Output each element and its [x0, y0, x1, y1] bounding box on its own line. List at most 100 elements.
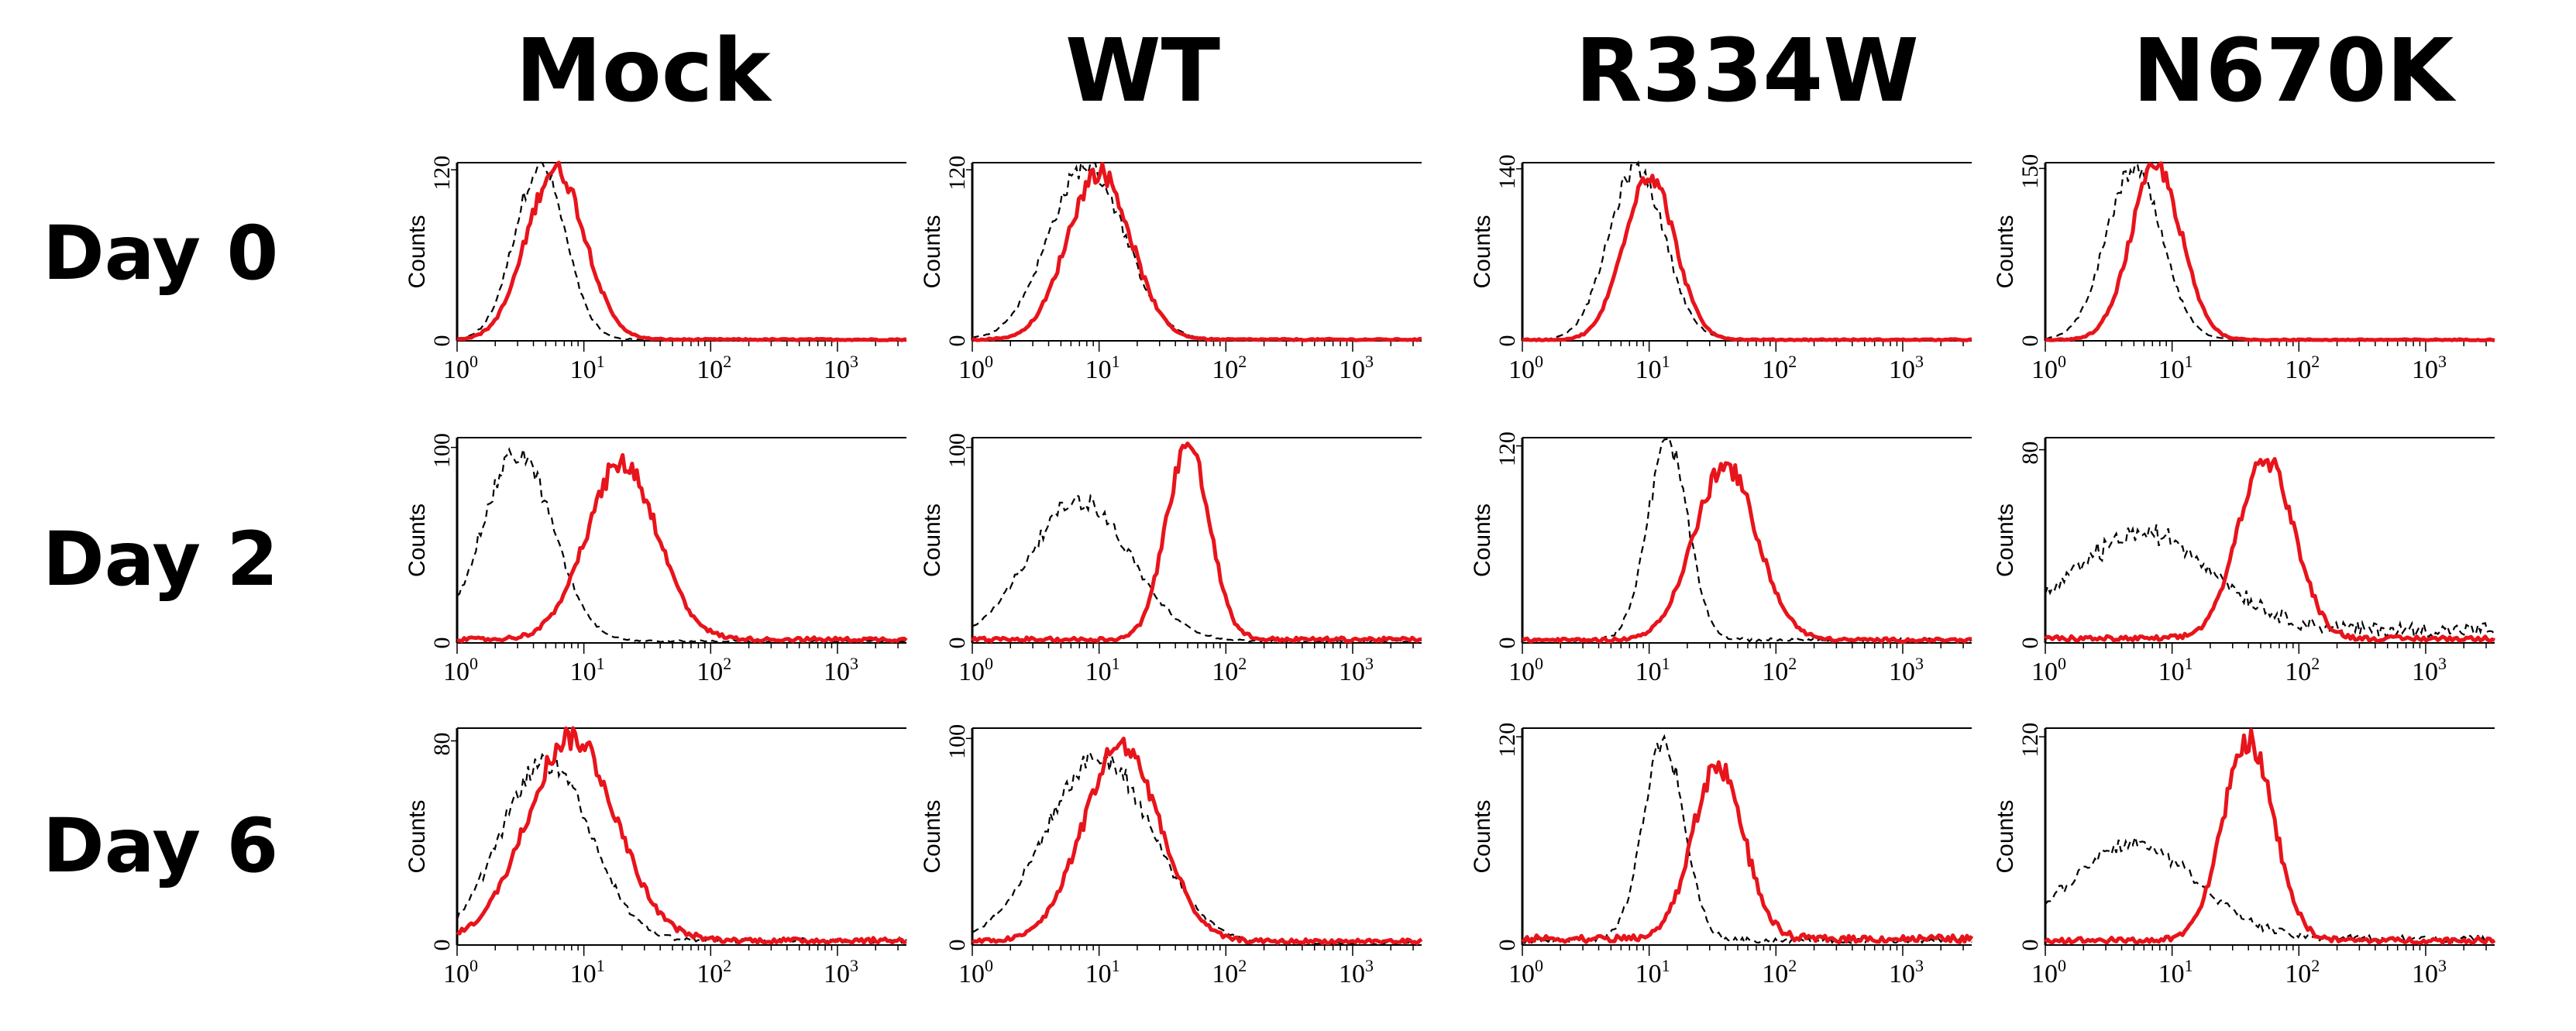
treated-histogram-line [456, 160, 907, 342]
y-tick-label-top: 120 [2017, 723, 2043, 758]
control-histogram-line [1522, 436, 1972, 643]
x-tick-exponent: 2 [1788, 956, 1797, 975]
x-tick-exponent: 1 [1112, 654, 1120, 673]
x-tick-exponent: 0 [1535, 654, 1543, 673]
x-tick-label: 103 [1339, 654, 1374, 686]
row-title-day-6: Day 6 [43, 802, 278, 889]
y-tick-label-top: 150 [2017, 154, 2043, 189]
x-tick-label: 101 [1635, 654, 1670, 686]
x-tick-exponent: 0 [469, 352, 478, 371]
y-axis-label: Counts [1993, 215, 2018, 288]
y-tick-label-zero: 0 [944, 940, 970, 951]
x-tick-label: 102 [696, 352, 731, 384]
x-tick-exponent: 3 [2438, 352, 2447, 371]
x-tick-exponent: 0 [985, 956, 993, 975]
x-tick-label: 100 [443, 654, 478, 686]
x-tick-label: 103 [2412, 654, 2447, 686]
x-tick-exponent: 1 [1112, 352, 1120, 371]
x-tick-label: 103 [824, 352, 858, 384]
y-axis-label: Counts [920, 215, 945, 288]
x-tick-label: 102 [2285, 352, 2320, 384]
x-tick-label: 102 [1762, 654, 1797, 686]
x-tick-label: 102 [2285, 654, 2320, 686]
y-tick-label-zero: 0 [1494, 335, 1520, 347]
x-tick-label: 101 [1085, 956, 1120, 988]
x-tick-label: 102 [696, 654, 731, 686]
x-tick-exponent: 3 [850, 352, 858, 371]
treated-histogram-line [1522, 461, 1972, 644]
x-tick-exponent: 2 [1238, 654, 1247, 673]
y-tick-label-top: 120 [944, 156, 970, 191]
control-histogram-line [456, 161, 907, 342]
control-histogram-line [972, 751, 1422, 945]
x-tick-label: 101 [1635, 352, 1670, 384]
x-tick-label: 101 [570, 352, 605, 384]
x-tick-label: 101 [1085, 654, 1120, 686]
x-tick-exponent: 1 [597, 956, 605, 975]
x-tick-exponent: 3 [1915, 956, 1924, 975]
x-tick-label: 103 [1339, 956, 1374, 988]
x-tick-label: 103 [824, 654, 858, 686]
x-tick-exponent: 0 [469, 956, 478, 975]
x-tick-label: 100 [2031, 654, 2066, 686]
x-tick-exponent: 0 [1535, 352, 1543, 371]
x-tick-exponent: 1 [2185, 352, 2193, 371]
x-tick-exponent: 3 [2438, 654, 2447, 673]
treated-histogram-line [971, 442, 1422, 644]
y-tick-label-zero: 0 [1494, 638, 1520, 649]
x-tick-label: 101 [2158, 352, 2193, 384]
y-axis-label: Counts [404, 503, 430, 577]
y-tick-label-top: 120 [1494, 723, 1520, 758]
x-tick-label: 103 [2412, 956, 2447, 988]
x-tick-label: 101 [570, 654, 605, 686]
x-tick-label: 100 [1508, 352, 1543, 384]
y-tick-label-zero: 0 [944, 335, 970, 347]
y-axis-label: Counts [1470, 799, 1495, 873]
x-tick-exponent: 1 [2185, 956, 2193, 975]
control-histogram-line [2045, 833, 2495, 945]
x-tick-exponent: 2 [1238, 956, 1247, 975]
x-tick-exponent: 1 [1112, 956, 1120, 975]
y-tick-label-zero: 0 [429, 638, 455, 649]
x-tick-exponent: 2 [2311, 956, 2320, 975]
x-tick-label: 101 [2158, 956, 2193, 988]
treated-histogram-line [456, 726, 907, 945]
x-tick-exponent: 2 [723, 956, 731, 975]
control-histogram-line [972, 493, 1422, 644]
y-tick-label-top: 140 [1494, 154, 1520, 189]
x-tick-exponent: 0 [2058, 956, 2066, 975]
x-tick-label: 100 [2031, 956, 2066, 988]
x-tick-exponent: 2 [1788, 352, 1797, 371]
x-tick-exponent: 3 [1365, 956, 1374, 975]
y-tick-label-zero: 0 [2017, 638, 2043, 649]
x-tick-exponent: 1 [2185, 654, 2193, 673]
y-axis-label: Counts [1470, 503, 1495, 577]
x-tick-label: 100 [1508, 956, 1543, 988]
y-axis-label: Counts [1993, 503, 2018, 577]
x-tick-exponent: 2 [723, 654, 731, 673]
x-tick-exponent: 0 [1535, 956, 1543, 975]
x-tick-exponent: 2 [723, 352, 731, 371]
control-histogram-line [2044, 524, 2495, 640]
x-tick-label: 100 [958, 352, 993, 384]
column-title-n670k: N670K [2133, 21, 2457, 122]
y-tick-label-zero: 0 [429, 940, 455, 951]
control-histogram-line [1522, 160, 1972, 342]
x-tick-label: 101 [570, 956, 605, 988]
treated-histogram-line [1521, 760, 1974, 944]
row-title-day-0: Day 0 [43, 210, 278, 297]
y-tick-label-top: 100 [944, 724, 970, 759]
x-tick-label: 100 [1508, 654, 1543, 686]
x-tick-exponent: 3 [1365, 352, 1374, 371]
treated-histogram-line [456, 452, 908, 644]
y-axis-label: Counts [920, 799, 945, 873]
row-title-day-2: Day 2 [43, 516, 278, 603]
